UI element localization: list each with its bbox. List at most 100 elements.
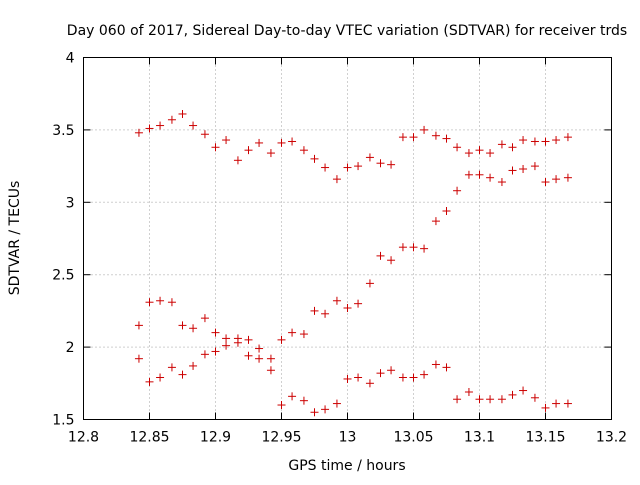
data-point	[376, 251, 385, 260]
data-point	[376, 159, 385, 168]
data-point	[420, 125, 429, 134]
data-point	[343, 374, 352, 383]
data-point	[354, 373, 363, 382]
data-point	[354, 162, 363, 171]
x-axis-label: GPS time / hours	[288, 458, 405, 474]
data-point	[409, 243, 418, 252]
data-point	[409, 133, 418, 142]
data-point	[365, 379, 374, 388]
data-point	[420, 244, 429, 253]
data-point	[530, 393, 539, 402]
data-point	[475, 146, 484, 155]
data-point	[189, 324, 198, 333]
data-point	[453, 395, 462, 404]
data-point	[299, 330, 308, 339]
data-point	[310, 154, 319, 163]
data-point	[321, 163, 330, 172]
data-point	[200, 350, 209, 359]
data-point	[409, 373, 418, 382]
ticks	[83, 57, 612, 420]
data-point	[277, 335, 286, 344]
x-tick-label: 12.85	[129, 430, 169, 446]
data-point	[464, 387, 473, 396]
y-tick-label: 2.5	[52, 268, 74, 284]
data-point	[519, 136, 528, 145]
data-point	[497, 395, 506, 404]
x-tick-label: 12.9	[200, 430, 231, 446]
data-point	[475, 395, 484, 404]
data-point	[486, 149, 495, 158]
data-point	[156, 373, 165, 382]
data-point	[277, 138, 286, 147]
data-point	[332, 296, 341, 305]
data-point	[431, 360, 440, 369]
data-point	[453, 143, 462, 152]
data-point	[156, 121, 165, 130]
data-point	[519, 386, 528, 395]
data-point	[222, 341, 231, 350]
data-point	[365, 153, 374, 162]
data-point	[387, 160, 396, 169]
data-point	[266, 354, 275, 363]
x-tick-label: 12.95	[261, 430, 301, 446]
data-point	[486, 395, 495, 404]
x-tick-label: 13	[339, 430, 357, 446]
data-point	[343, 304, 352, 313]
data-point	[266, 149, 275, 158]
data-point	[387, 256, 396, 265]
data-point	[266, 366, 275, 375]
data-point	[475, 170, 484, 179]
data-point	[563, 173, 572, 182]
data-point	[288, 137, 297, 146]
data-point	[321, 405, 330, 414]
data-point	[288, 392, 297, 401]
data-point	[398, 133, 407, 142]
data-point	[530, 162, 539, 171]
data-point	[244, 335, 253, 344]
data-point	[167, 115, 176, 124]
y-axis-label: SDTVAR / TECUs	[7, 181, 23, 296]
y-tick-label: 3.5	[52, 123, 74, 139]
data-point	[233, 338, 242, 347]
data-point	[464, 149, 473, 158]
data-point	[508, 143, 517, 152]
data-point	[332, 175, 341, 184]
data-point	[277, 401, 286, 410]
data-point	[420, 370, 429, 379]
data-point	[508, 166, 517, 175]
data-point	[255, 354, 264, 363]
data-point	[310, 408, 319, 417]
data-point	[431, 217, 440, 226]
data-point	[167, 298, 176, 307]
data-point	[552, 399, 561, 408]
data-point	[211, 347, 220, 356]
data-point	[145, 298, 154, 307]
data-point	[189, 121, 198, 130]
y-tick-label: 4	[66, 51, 75, 67]
data-point	[255, 138, 264, 147]
data-point	[200, 130, 209, 139]
data-point	[519, 164, 528, 173]
y-tick-label: 2	[66, 340, 75, 356]
data-point	[486, 173, 495, 182]
data-point	[134, 321, 143, 330]
data-point	[156, 296, 165, 305]
x-tick-label: 13.05	[393, 430, 433, 446]
data-point	[211, 143, 220, 152]
x-tick-label: 13.1	[464, 430, 495, 446]
data-point	[211, 328, 220, 337]
chart-title: Day 060 of 2017, Sidereal Day-to-day VTE…	[67, 23, 627, 39]
data-point	[167, 363, 176, 372]
data-point	[442, 134, 451, 143]
grid	[83, 57, 612, 420]
data-point	[222, 334, 231, 343]
data-point	[233, 156, 242, 165]
x-tick-label: 12.8	[68, 430, 99, 446]
data-point	[508, 390, 517, 399]
data-point	[442, 363, 451, 372]
data-point	[365, 279, 374, 288]
data-point	[343, 163, 352, 172]
data-point	[299, 396, 308, 405]
data-point	[145, 124, 154, 133]
